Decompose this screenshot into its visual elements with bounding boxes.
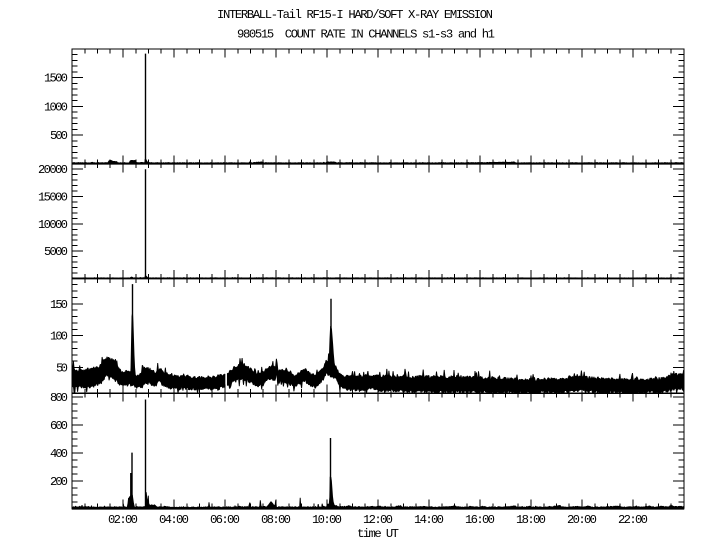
svg-text:22:00: 22:00 [618, 513, 648, 527]
svg-text:980515 COUNT RATE IN CHANNELS: 980515 COUNT RATE IN CHANNELS s1-s3 and … [237, 28, 495, 42]
svg-text:INTERBALL-Tail RF15-I HARD/SOF: INTERBALL-Tail RF15-I HARD/SOFT X-RAY EM… [217, 8, 493, 22]
svg-text:18:00: 18:00 [516, 513, 546, 527]
svg-text:150: 150 [50, 298, 68, 312]
svg-text:06:00: 06:00 [210, 513, 240, 527]
svg-text:100: 100 [50, 330, 68, 344]
svg-text:15000: 15000 [38, 191, 68, 205]
svg-text:800: 800 [50, 391, 68, 405]
svg-text:10000: 10000 [38, 218, 68, 232]
svg-text:04:00: 04:00 [159, 513, 189, 527]
svg-text:500: 500 [50, 129, 68, 143]
svg-text:12:00: 12:00 [363, 513, 393, 527]
svg-text:5000: 5000 [44, 245, 68, 259]
svg-text:16:00: 16:00 [465, 513, 495, 527]
svg-text:14:00: 14:00 [414, 513, 444, 527]
svg-text:400: 400 [50, 447, 68, 461]
svg-text:20000: 20000 [38, 163, 68, 177]
svg-text:20:00: 20:00 [567, 513, 597, 527]
svg-text:10:00: 10:00 [312, 513, 342, 527]
svg-text:08:00: 08:00 [261, 513, 291, 527]
svg-text:1500: 1500 [44, 72, 68, 86]
svg-text:1000: 1000 [44, 100, 68, 114]
svg-text:600: 600 [50, 419, 68, 433]
svg-text:200: 200 [50, 475, 68, 489]
svg-text:02:00: 02:00 [108, 513, 138, 527]
svg-text:50: 50 [56, 362, 68, 376]
svg-text:time UT: time UT [357, 527, 399, 541]
